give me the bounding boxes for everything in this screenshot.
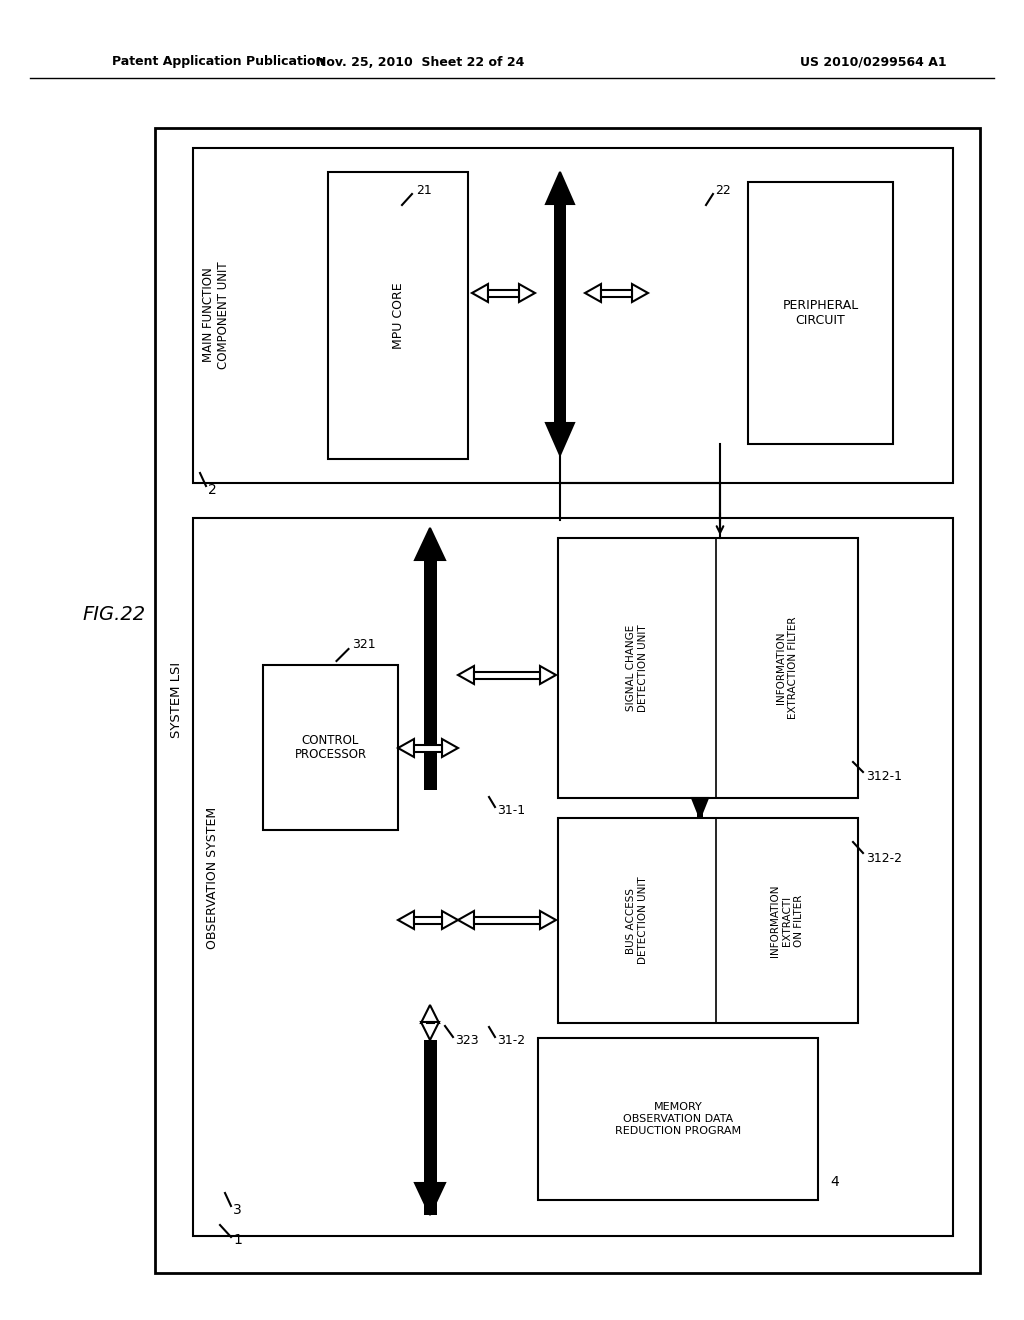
Text: 2: 2 [208, 483, 217, 498]
Polygon shape [421, 1022, 439, 1040]
Text: CONTROL
PROCESSOR: CONTROL PROCESSOR [295, 734, 367, 762]
Bar [424, 1040, 436, 1214]
Text: MPU CORE: MPU CORE [391, 282, 404, 348]
Bar [474, 916, 540, 924]
Bar [155, 128, 980, 1272]
Text: 312-1: 312-1 [866, 770, 902, 783]
Bar [748, 182, 893, 444]
Bar [424, 560, 436, 789]
Polygon shape [398, 911, 414, 929]
Bar [558, 818, 858, 1023]
Bar [193, 517, 953, 1236]
Polygon shape [692, 799, 708, 818]
Text: 312-2: 312-2 [866, 851, 902, 865]
Text: 323: 323 [455, 1034, 478, 1047]
Text: INFORMATION
EXTRACTION FILTER: INFORMATION EXTRACTION FILTER [776, 616, 798, 719]
Bar [601, 289, 632, 297]
Text: SYSTEM LSI: SYSTEM LSI [171, 661, 183, 738]
Text: OBSERVATION SYSTEM: OBSERVATION SYSTEM [207, 807, 219, 949]
Text: 3: 3 [233, 1203, 242, 1217]
Text: PERIPHERAL
CIRCUIT: PERIPHERAL CIRCUIT [782, 300, 859, 327]
Polygon shape [458, 667, 474, 684]
Polygon shape [472, 284, 488, 302]
Polygon shape [546, 172, 574, 205]
Polygon shape [632, 284, 648, 302]
Polygon shape [519, 284, 535, 302]
Text: 31-1: 31-1 [497, 804, 525, 817]
Polygon shape [585, 284, 601, 302]
Polygon shape [415, 1183, 445, 1214]
Polygon shape [415, 528, 445, 560]
Polygon shape [421, 1005, 439, 1023]
Text: 1: 1 [233, 1233, 242, 1247]
Bar [414, 744, 442, 751]
Bar [263, 665, 398, 830]
Bar [474, 672, 540, 678]
Bar [697, 799, 703, 818]
Text: Nov. 25, 2010  Sheet 22 of 24: Nov. 25, 2010 Sheet 22 of 24 [315, 55, 524, 69]
Text: BUS ACCESS
DETECTION UNIT: BUS ACCESS DETECTION UNIT [627, 876, 648, 965]
Text: SIGNAL CHANGE
DETECTION UNIT: SIGNAL CHANGE DETECTION UNIT [627, 624, 648, 711]
Text: INFORMATION
EXTRACTI
ON FILTER: INFORMATION EXTRACTI ON FILTER [770, 884, 804, 957]
Polygon shape [398, 739, 414, 756]
Text: US 2010/0299564 A1: US 2010/0299564 A1 [800, 55, 946, 69]
Bar [414, 916, 442, 924]
Text: 4: 4 [830, 1175, 839, 1189]
Polygon shape [442, 739, 458, 756]
Text: 321: 321 [352, 639, 376, 652]
Text: 21: 21 [416, 183, 432, 197]
Bar [488, 289, 519, 297]
Polygon shape [442, 911, 458, 929]
Text: FIG.22: FIG.22 [82, 606, 145, 624]
Text: 22: 22 [715, 183, 731, 197]
Polygon shape [540, 667, 556, 684]
Polygon shape [546, 422, 574, 455]
Bar [328, 172, 468, 459]
Text: 31-2: 31-2 [497, 1034, 525, 1047]
Text: MAIN FUNCTION
COMPONENT UNIT: MAIN FUNCTION COMPONENT UNIT [202, 261, 230, 368]
Text: Patent Application Publication: Patent Application Publication [112, 55, 325, 69]
Text: MEMORY
OBSERVATION DATA
REDUCTION PROGRAM: MEMORY OBSERVATION DATA REDUCTION PROGRA… [615, 1102, 741, 1135]
Bar [538, 1038, 818, 1200]
Polygon shape [458, 911, 474, 929]
Polygon shape [540, 911, 556, 929]
Bar [558, 539, 858, 799]
Bar [193, 148, 953, 483]
Bar [554, 205, 566, 422]
